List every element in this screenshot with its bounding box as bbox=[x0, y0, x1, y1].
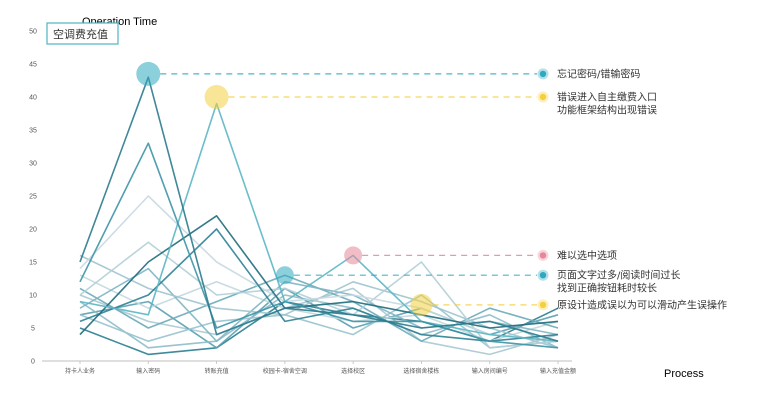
y-tick-label: 20 bbox=[29, 227, 37, 234]
highlight-bubble bbox=[204, 85, 229, 109]
x-tick-label: 选择校区 bbox=[341, 367, 365, 375]
y-tick-label: 15 bbox=[29, 260, 37, 267]
y-tick-label: 35 bbox=[29, 128, 37, 135]
x-axis: 持卡人业务 输入密码 转账充值 校园卡-宿舍空调 选择校区 选择宿舍楼栋 输入房间编号 输入充… bbox=[42, 360, 576, 375]
annotation-text: 错误进入自主缴费入口 bbox=[557, 91, 657, 104]
highlight-markers bbox=[136, 61, 433, 316]
x-tick-label: 校园卡-宿舍空调 bbox=[263, 367, 307, 375]
x-axis-title: Process bbox=[664, 368, 704, 380]
y-tick-label: 0 bbox=[31, 359, 35, 366]
annotation-text: 原设计造成误以为可以滑动产生误操作 bbox=[557, 298, 727, 311]
annotation-text: 难以选中选项 bbox=[557, 249, 617, 262]
series-line bbox=[79, 228, 559, 343]
y-tick-label: 25 bbox=[29, 194, 37, 201]
chart-title: 空调费充值 bbox=[53, 27, 108, 41]
x-tick-label: 持卡人业务 bbox=[65, 367, 95, 375]
y-tick-label: 30 bbox=[29, 161, 37, 168]
x-tick-label: 输入密码 bbox=[136, 367, 160, 375]
series-line bbox=[79, 195, 559, 342]
series-line bbox=[79, 294, 559, 349]
highlight-bubble bbox=[275, 266, 294, 285]
series-line bbox=[79, 287, 559, 349]
x-tick-label: 转账充值 bbox=[205, 367, 229, 375]
annotations: 忘记密码/错输密码错误进入自主缴费入口功能框架结构出现错误难以选中选项页面文字过… bbox=[160, 67, 727, 311]
marker-dot bbox=[539, 301, 547, 309]
series-line bbox=[79, 102, 559, 342]
y-axis: 0 5 10 15 20 25 30 35 40 45 50 bbox=[29, 29, 37, 366]
series-line bbox=[79, 76, 559, 342]
y-tick-label: 50 bbox=[29, 29, 37, 36]
highlight-bubble bbox=[410, 293, 433, 316]
y-tick-label: 40 bbox=[29, 95, 37, 102]
annotation-text: 找到正确按钮耗时较长 bbox=[557, 282, 657, 295]
marker-dot bbox=[539, 252, 547, 259]
highlight-bubble bbox=[136, 61, 161, 86]
y-tick-label: 10 bbox=[29, 293, 37, 300]
y-tick-label: 5 bbox=[31, 326, 35, 333]
annotation-text: 页面文字过多/阅读时间过长 bbox=[557, 269, 680, 282]
annotation-text: 忘记密码/错输密码 bbox=[557, 67, 640, 80]
x-tick-label: 选择宿舍楼栋 bbox=[403, 367, 439, 375]
y-tick-label: 45 bbox=[29, 62, 37, 69]
marker-dot bbox=[539, 93, 547, 101]
x-tick-label: 输入房间编号 bbox=[472, 367, 508, 375]
x-tick-label: 输入充值金额 bbox=[540, 367, 576, 375]
title-box bbox=[46, 22, 119, 45]
marker-dot bbox=[539, 272, 547, 279]
highlight-bubble bbox=[344, 246, 363, 265]
series-line bbox=[79, 241, 559, 349]
marker-dot bbox=[539, 70, 547, 78]
series-line bbox=[79, 215, 559, 336]
series-lines bbox=[79, 76, 559, 356]
annotation-text: 功能框架结构出现错误 bbox=[557, 104, 657, 117]
